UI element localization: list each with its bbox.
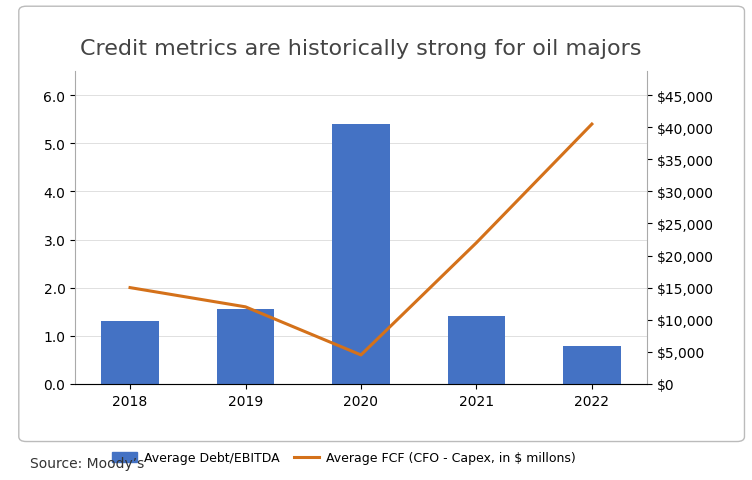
Text: Source: Moody’s: Source: Moody’s <box>30 456 144 470</box>
Bar <box>447 317 505 384</box>
Bar <box>217 310 274 384</box>
Bar <box>332 125 390 384</box>
Legend: Average Debt/EBITDA, Average FCF (CFO - Capex, in $ millons): Average Debt/EBITDA, Average FCF (CFO - … <box>108 446 581 469</box>
Bar <box>563 347 620 384</box>
Title: Credit metrics are historically strong for oil majors: Credit metrics are historically strong f… <box>80 39 641 60</box>
Bar <box>102 322 159 384</box>
